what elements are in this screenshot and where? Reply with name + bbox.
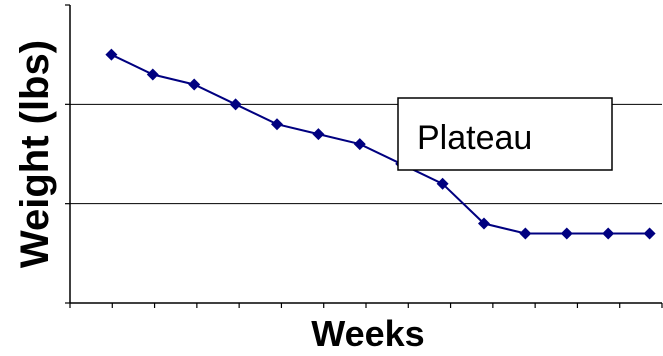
axes — [65, 4, 663, 308]
data-point-5 — [270, 118, 283, 131]
data-point-14 — [643, 227, 656, 240]
data-point-3 — [188, 78, 201, 91]
annotation-box: Plateau — [397, 97, 613, 171]
x-axis-label: Weeks — [311, 313, 424, 354]
data-point-6 — [312, 128, 325, 141]
data-point-7 — [353, 138, 366, 151]
data-point-2 — [146, 68, 159, 81]
data-point-11 — [519, 227, 532, 240]
series-line — [110, 53, 650, 235]
data-point-9 — [436, 177, 449, 190]
data-point-13 — [602, 227, 615, 240]
data-point-10 — [477, 217, 490, 230]
data-point-1 — [105, 48, 118, 61]
data-point-4 — [229, 98, 242, 111]
weight-line — [110, 53, 650, 235]
annotation-plateau-label: Plateau — [417, 119, 532, 157]
annotation-frame — [397, 97, 613, 171]
y-axis-label: Weight (lbs) — [13, 40, 57, 268]
data-point-12 — [560, 227, 573, 240]
